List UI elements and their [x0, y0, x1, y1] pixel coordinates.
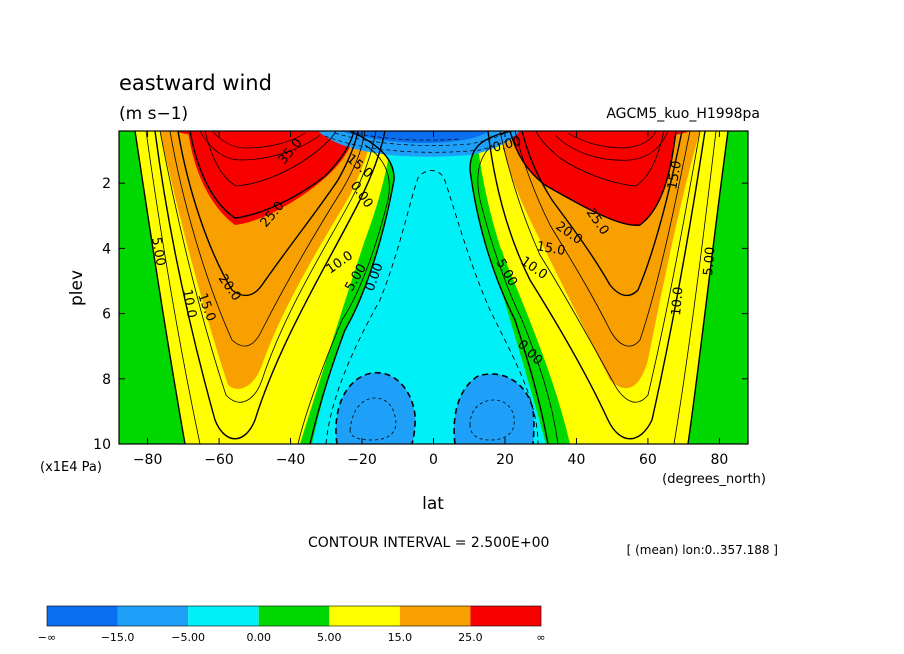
chart-title: eastward wind — [119, 71, 272, 95]
band-green-between-r — [488, 240, 560, 444]
contour-30-right — [535, 131, 665, 187]
contour-17p5-left — [169, 131, 366, 347]
contour-label: 15.0 — [535, 239, 566, 259]
contour-10-right — [487, 131, 706, 440]
colorbar-swatch — [117, 606, 189, 626]
contour-5-right — [687, 131, 729, 444]
y-tick-label: 8 — [102, 372, 111, 388]
colorbar-label: 15.0 — [388, 631, 413, 644]
colorbar-label: −∞ — [38, 631, 56, 644]
colorbar: −∞ −15.0 −5.00 0.00 5.00 15.0 25.0 ∞ — [38, 605, 546, 644]
units-label: (m s−1) — [119, 104, 188, 124]
x-tick-label: 40 — [568, 452, 586, 468]
contour-25-left — [189, 131, 355, 219]
band-cyan-equator — [308, 131, 548, 444]
colorbar-label: −5.00 — [171, 631, 205, 644]
contour-2p5-right — [477, 144, 559, 444]
x-tick-label: 20 — [496, 452, 514, 468]
x-axis: −80 −60 −40 −20 0 20 40 60 80 — [133, 131, 728, 468]
contour-20-right — [521, 131, 683, 297]
band-red-right — [510, 131, 676, 226]
y-tick-label: 10 — [93, 437, 111, 453]
contour-cap-1 — [324, 134, 516, 153]
colorbar-swatch — [258, 606, 330, 626]
band-green-between — [300, 232, 380, 444]
contour-20-left — [177, 131, 359, 297]
y-tick-label: 4 — [102, 241, 111, 257]
contour-neg5-left — [335, 372, 416, 444]
colorbar-frame — [46, 605, 542, 627]
y-tick-label: 6 — [102, 307, 111, 323]
contour-17p5-right — [514, 131, 691, 347]
contour-jet-top-l1 — [199, 131, 321, 161]
contour-12p5-right — [499, 131, 701, 403]
x-tick-label: −80 — [133, 452, 163, 468]
contour-30-left — [204, 131, 337, 187]
contour-interval-text: CONTOUR INTERVAL = 2.500E+00 — [308, 535, 549, 551]
band-blue-pocket-right — [454, 374, 534, 444]
band-red-left — [188, 131, 356, 225]
contour-cap-3 — [349, 131, 461, 141]
colorbar-label: 25.0 — [458, 631, 483, 644]
x-tick-label: −40 — [276, 452, 306, 468]
model-label: AGCM5_kuo_H1998pa — [606, 106, 760, 122]
contour-0-right — [469, 131, 549, 444]
contour-neg2p5 — [325, 170, 539, 444]
contour-lines — [134, 131, 729, 444]
contour-jet-top-l2 — [211, 131, 306, 149]
contour-7p5-right — [673, 131, 717, 444]
contour-25-right — [509, 131, 677, 226]
colorbar-label: ∞ — [536, 631, 545, 644]
contour-jet-top-r2 — [567, 131, 657, 149]
contour-label: 10.0 — [669, 286, 686, 316]
y-tick-label: 2 — [102, 176, 111, 192]
contour-label: 10.0 — [179, 288, 199, 319]
x-tick-label: 0 — [429, 452, 438, 468]
contour-7p5-left — [145, 131, 201, 444]
colorbar-swatch — [470, 606, 541, 626]
mean-note: [ (mean) lon:0..357.188 ] — [627, 543, 778, 557]
contour-12p5-left — [159, 131, 377, 403]
band-red-cap-right — [560, 131, 690, 138]
contour-5-left — [134, 131, 186, 444]
y-axis-label: plev — [67, 270, 87, 306]
colorbar-swatch — [399, 606, 471, 626]
contour-cap-2 — [334, 132, 506, 146]
contour-10-left — [154, 131, 386, 440]
colorbar-label: 0.00 — [246, 631, 271, 644]
contour-field — [119, 131, 748, 444]
x-tick-label: 80 — [710, 452, 728, 468]
x-units-label: (degrees_north) — [662, 472, 766, 487]
colorbar-swatch — [329, 606, 400, 626]
contour-0-left — [309, 131, 395, 444]
band-deepblue-cap — [340, 131, 490, 143]
contour-label: 5.00 — [701, 246, 718, 276]
x-axis-label: lat — [422, 494, 444, 514]
x-tick-label: −60 — [204, 452, 234, 468]
colorbar-label: −15.0 — [101, 631, 135, 644]
colorbar-swatch — [188, 606, 259, 626]
contour-2p5-left — [297, 144, 390, 444]
contour-label: 0.00 — [491, 134, 523, 156]
y-scale-label: (x1E4 Pa) — [40, 460, 102, 475]
x-tick-label: 60 — [639, 452, 657, 468]
contour-neg7p5-right — [469, 399, 515, 441]
y-axis: 2 4 6 8 10 — [93, 176, 748, 453]
contour-label: 5.00 — [148, 236, 168, 267]
colorbar-label: 5.00 — [317, 631, 342, 644]
colorbar-swatch — [47, 606, 118, 626]
contour-label: 15.0 — [665, 160, 685, 191]
contour-jet-top-r1 — [554, 131, 669, 161]
x-tick-label: −20 — [347, 452, 377, 468]
